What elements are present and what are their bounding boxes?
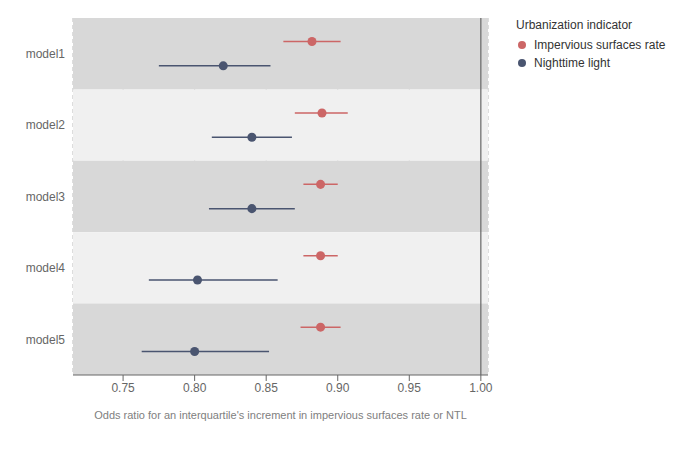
svg-text:model5: model5 [26,333,66,347]
svg-text:0.90: 0.90 [326,381,350,395]
html-text:Nighttime light: Nighttime light [534,56,610,70]
html-text:Impervious surfaces rate: Impervious surfaces rate [534,38,666,52]
svg-text:0.75: 0.75 [111,381,135,395]
svg-text:model3: model3 [26,190,66,204]
svg-text:0.80: 0.80 [183,381,207,395]
svg-text:1.00: 1.00 [469,381,493,395]
svg-text:0.85: 0.85 [255,381,279,395]
svg-text:Odds ratio for an interquartil: Odds ratio for an interquartile's increm… [94,409,467,421]
svg-text:model1: model1 [26,47,66,61]
html-text:Urbanization indicator: Urbanization indicator [516,18,633,32]
svg-text:model4: model4 [26,261,66,275]
svg-text:0.95: 0.95 [398,381,422,395]
svg-text:model2: model2 [26,118,66,132]
